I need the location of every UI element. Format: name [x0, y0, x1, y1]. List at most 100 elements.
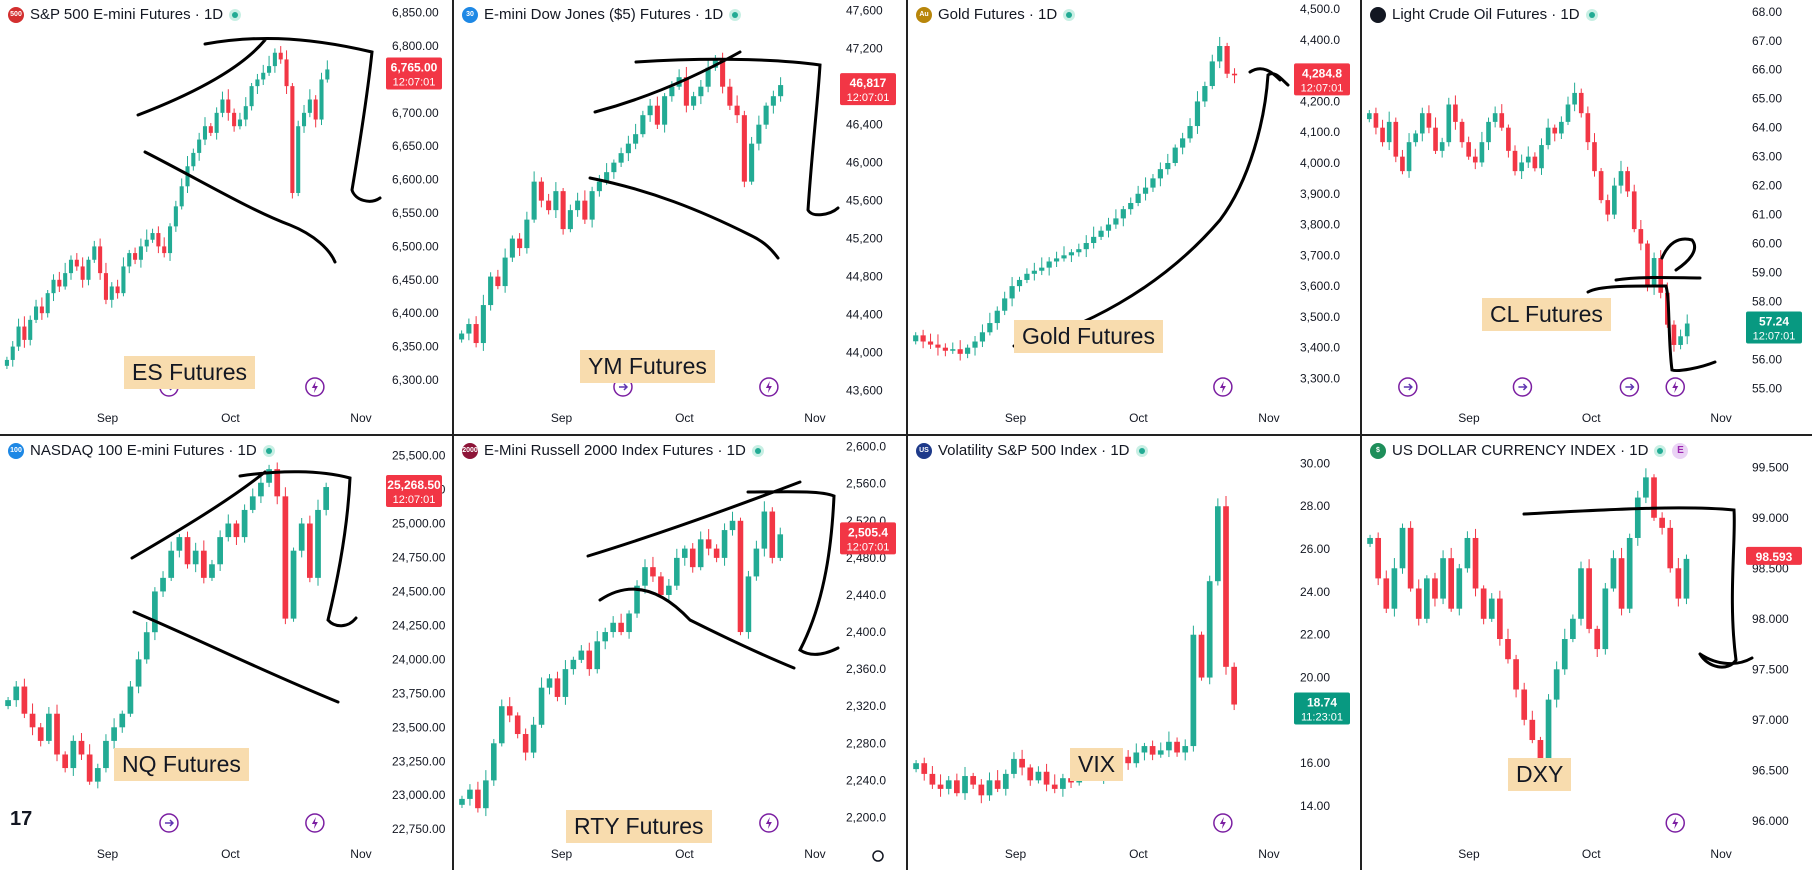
- candle: [994, 770, 1001, 793]
- chart-title[interactable]: 2000 E-Mini Russell 2000 Index Futures · …: [462, 442, 764, 459]
- candle: [721, 523, 728, 566]
- last-price-value: 6,765.00: [391, 60, 438, 74]
- candle: [22, 316, 27, 348]
- candle: [143, 621, 150, 664]
- candle: [1529, 710, 1536, 744]
- candle: [1506, 124, 1511, 158]
- chart-title[interactable]: Light Crude Oil Futures · 1D: [1370, 6, 1598, 23]
- candle: [296, 120, 301, 197]
- x-tick-label: Nov: [804, 847, 825, 861]
- candle: [1039, 257, 1045, 276]
- chart-panel[interactable]: Light Crude Oil Futures · 1D 68.00 67.00 66…: [1362, 0, 1812, 434]
- y-tick-label: 6,450.00: [392, 273, 439, 287]
- candle: [734, 95, 740, 124]
- candle: [582, 190, 588, 224]
- candle: [168, 541, 175, 582]
- chart-panel[interactable]: $ US DOLLAR CURRENCY INDEX · 1D E 99.500 99.…: [1362, 436, 1812, 870]
- price-chart[interactable]: 68.00 67.00 66.00 65.00 64.00 63.00 62.00 61.00…: [1362, 0, 1812, 434]
- x-tick-label: Oct: [1129, 847, 1148, 861]
- chart-title[interactable]: 100 NASDAQ 100 E-mini Futures · 1D: [8, 442, 275, 459]
- y-tick-label: 20.00: [1300, 671, 1330, 685]
- market-open-icon: [751, 444, 764, 457]
- candle: [152, 587, 158, 641]
- y-tick-label: 2,320.0: [846, 699, 886, 713]
- y-tick-label: 23,500.00: [392, 720, 446, 734]
- chart-title[interactable]: $ US DOLLAR CURRENCY INDEX · 1D E: [1370, 442, 1689, 459]
- symbol-name: NASDAQ 100 E-mini Futures · 1D: [30, 442, 257, 459]
- candle: [98, 238, 103, 280]
- candle: [554, 671, 561, 702]
- candle: [538, 677, 545, 728]
- y-tick-label: 6,400.00: [392, 306, 439, 320]
- candle: [957, 340, 963, 361]
- candle: [184, 531, 191, 569]
- candle: [1031, 262, 1037, 281]
- y-tick-label: 96.500: [1752, 763, 1789, 777]
- candle: [1561, 628, 1568, 675]
- y-tick-label: 59.00: [1752, 266, 1782, 280]
- price-chart[interactable]: 99.50099.00098.50098.00097.50097.00096.5…: [1362, 436, 1812, 870]
- y-tick-label: 2,400.0: [846, 625, 886, 639]
- y-tick-label: 3,800.0: [1300, 218, 1340, 232]
- price-chart[interactable]: 25,500.0025,250.0025,000.0024,750.0024,5…: [0, 436, 452, 870]
- x-tick-label: Nov: [1258, 411, 1279, 425]
- price-chart[interactable]: 47,60047,20046,80046,40046,00045,60045,2…: [454, 0, 906, 434]
- candle: [1375, 532, 1382, 586]
- symbol-name: US DOLLAR CURRENCY INDEX · 1D: [1392, 442, 1649, 459]
- candle: [1559, 116, 1564, 139]
- y-tick-label: 2,360.0: [846, 662, 886, 676]
- candle: [1019, 749, 1025, 776]
- candle: [225, 514, 232, 542]
- candle: [1552, 124, 1558, 142]
- candle: [1142, 177, 1149, 201]
- candle: [1223, 495, 1229, 675]
- lightning-icon: [305, 813, 325, 833]
- symbol-annotation-label: Gold Futures: [1014, 320, 1163, 353]
- price-chart[interactable]: 6,850.006,800.006,750.006,700.006,650.00…: [0, 0, 452, 434]
- y-tick-label: 2,200.0: [846, 810, 886, 824]
- market-open-icon: [229, 8, 242, 21]
- chart-panel[interactable]: 2000 E-Mini Russell 2000 Index Futures · …: [454, 436, 906, 870]
- y-tick-label: 24,500.00: [392, 584, 446, 598]
- price-chart[interactable]: 4,500.04,400.04,300.04,200.04,100.04,000…: [908, 0, 1360, 434]
- candle: [705, 529, 712, 556]
- chart-panel[interactable]: 100 NASDAQ 100 E-mini Futures · 1D 25,500.…: [0, 436, 452, 870]
- chart-panel[interactable]: 30 E-mini Dow Jones ($5) Futures · 1D 47,6…: [454, 0, 906, 434]
- market-open-icon: [1585, 8, 1598, 21]
- candle: [1105, 217, 1112, 238]
- y-tick-label: 46,000: [846, 156, 883, 170]
- candle: [200, 540, 207, 584]
- price-chart[interactable]: 2,600.02,560.02,520.02,480.02,440.02,400…: [454, 436, 906, 870]
- candle: [119, 710, 126, 733]
- candle: [1433, 117, 1438, 155]
- candle: [929, 766, 936, 789]
- chart-title[interactable]: 500 S&P 500 E-mini Futures · 1D: [8, 6, 242, 23]
- candle: [1545, 694, 1552, 765]
- candle: [1479, 131, 1485, 167]
- chart-panel[interactable]: 500 S&P 500 E-mini Futures · 1D 6,850.00 6,…: [0, 0, 452, 434]
- candle: [727, 78, 733, 111]
- chart-panel[interactable]: US Volatility S&P 500 Index · 1D 30.00 28.0…: [908, 436, 1360, 870]
- candle: [1513, 654, 1519, 698]
- lightning-icon: [1213, 813, 1233, 833]
- candle: [1053, 251, 1060, 268]
- candle: [647, 98, 653, 122]
- chart-title[interactable]: 30 E-mini Dow Jones ($5) Futures · 1D: [462, 6, 742, 23]
- candle: [1645, 240, 1650, 292]
- candle: [1187, 118, 1193, 143]
- y-tick-label: 58.00: [1752, 295, 1782, 309]
- y-tick-label: 24.00: [1300, 585, 1330, 599]
- x-tick-label: Nov: [350, 411, 371, 425]
- x-tick-label: Sep: [551, 411, 573, 425]
- y-tick-label: 60.00: [1752, 237, 1782, 251]
- candle: [954, 773, 960, 797]
- candle: [514, 712, 521, 739]
- bar-countdown: 12:07:01: [1753, 331, 1796, 343]
- chart-title[interactable]: Au Gold Futures · 1D: [916, 6, 1076, 23]
- candle: [1512, 145, 1518, 176]
- price-chart[interactable]: 30.0028.0026.0024.0022.0020.0018.0016.00…: [908, 436, 1360, 870]
- panel-divider[interactable]: [0, 434, 1812, 436]
- chart-title[interactable]: US Volatility S&P 500 Index · 1D: [916, 442, 1148, 459]
- tradingview-logo-icon[interactable]: 17: [10, 808, 33, 830]
